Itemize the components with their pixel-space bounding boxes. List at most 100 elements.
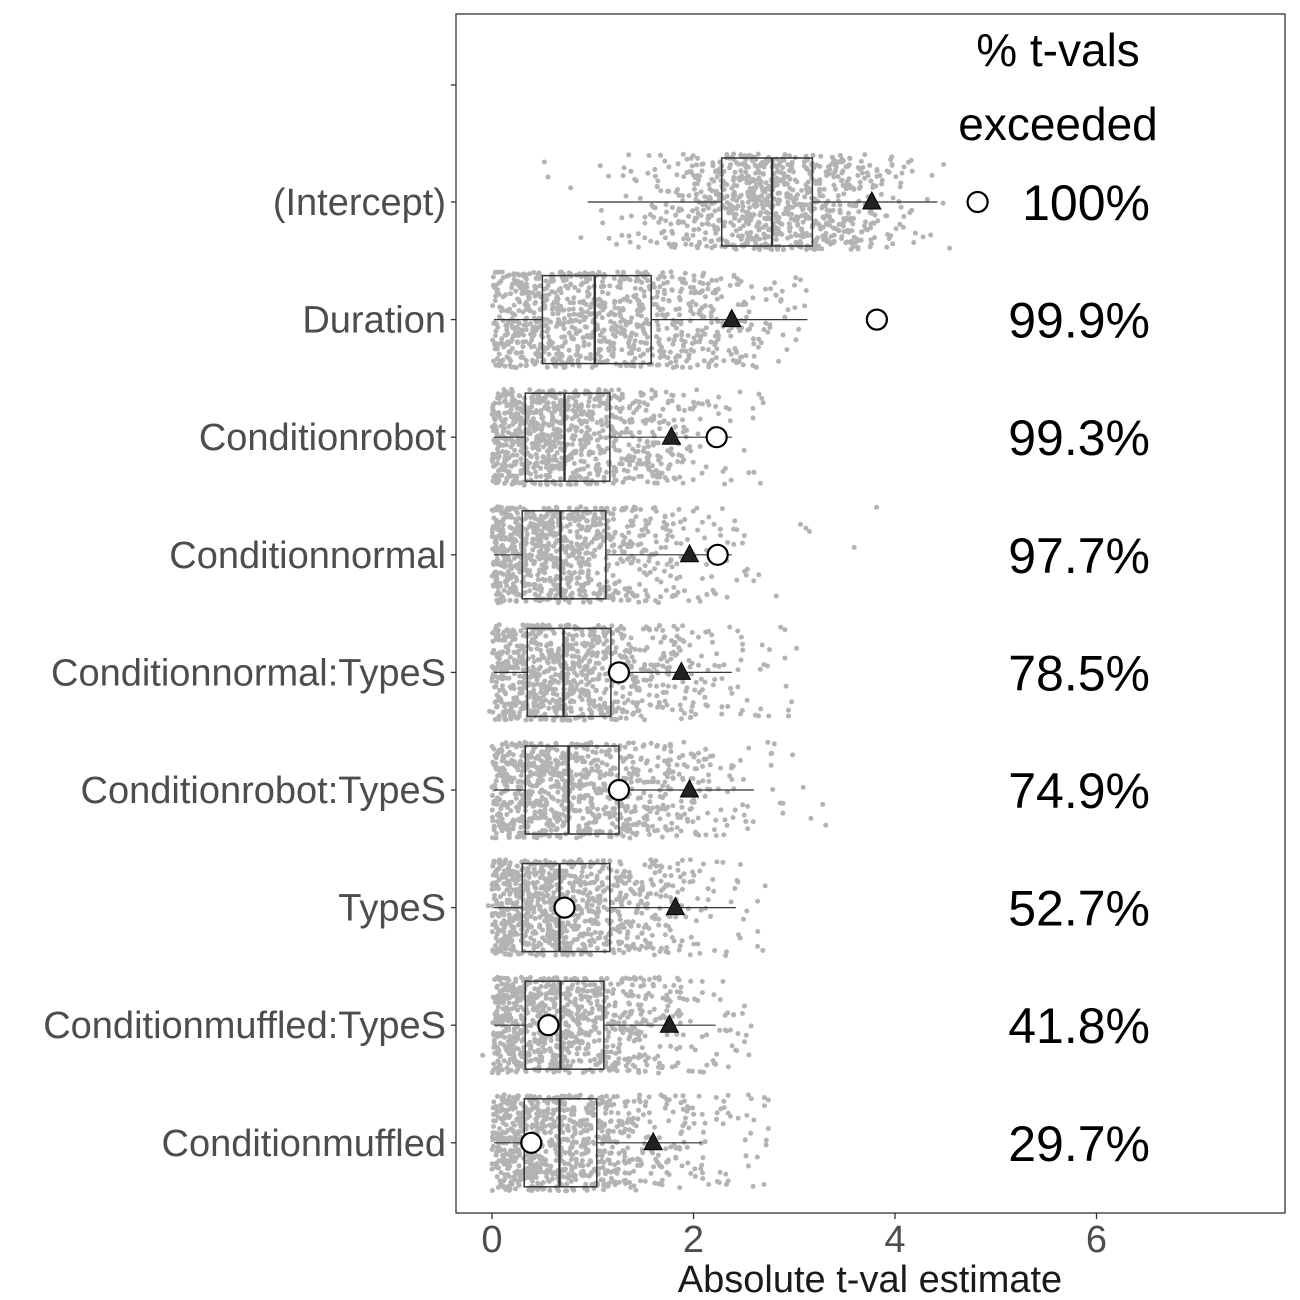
jitter-point (569, 642, 575, 648)
jitter-point (765, 329, 771, 335)
jitter-point (498, 535, 504, 541)
jitter-point (751, 469, 757, 475)
jitter-point (523, 339, 529, 344)
jitter-point (506, 675, 512, 681)
jitter-point (765, 663, 770, 669)
jitter-point (576, 288, 582, 294)
jitter-point (677, 647, 683, 653)
jitter-point (764, 186, 769, 192)
jitter-point (878, 191, 884, 197)
jitter-point (839, 234, 845, 239)
jitter-point (720, 469, 726, 474)
jitter-point (734, 577, 740, 583)
jitter-point (513, 795, 519, 801)
jitter-point (608, 834, 614, 840)
jitter-point (837, 153, 843, 158)
jitter-point (622, 744, 628, 750)
jitter-point (623, 766, 629, 772)
jitter-point (893, 174, 899, 180)
jitter-point (741, 447, 747, 453)
jitter-point (586, 342, 592, 347)
jitter-point (748, 229, 754, 235)
jitter-point (715, 786, 721, 792)
jitter-point (519, 690, 525, 696)
jitter-point (685, 236, 691, 242)
jitter-point (541, 420, 547, 426)
jitter-point (511, 302, 517, 308)
jitter-point (626, 641, 632, 647)
jitter-point (533, 469, 539, 475)
jitter-point (600, 289, 605, 295)
jitter-point (679, 337, 685, 343)
jitter-point (628, 635, 634, 641)
jitter-point (570, 407, 576, 413)
jitter-point (629, 330, 635, 336)
jitter-point (696, 290, 702, 296)
jitter-point (583, 536, 588, 542)
jitter-point (513, 365, 519, 371)
jitter-point (763, 320, 769, 326)
jitter-point (699, 168, 705, 174)
jitter-point (781, 246, 787, 252)
jitter-point (644, 592, 650, 598)
jitter-point (505, 355, 511, 361)
jitter-point (550, 457, 556, 463)
jitter-point (568, 274, 574, 279)
jitter-point (566, 632, 572, 638)
jitter-point (642, 717, 647, 723)
jitter-point (607, 283, 613, 289)
jitter-point (756, 336, 762, 342)
jitter-point (498, 651, 504, 657)
jitter-point (491, 463, 497, 469)
jitter-point (626, 530, 632, 536)
jitter-point (570, 470, 576, 476)
jitter-point (610, 344, 616, 349)
jitter-point (661, 349, 667, 355)
jitter-point (505, 308, 511, 314)
jitter-point (574, 648, 580, 654)
jitter-point (553, 436, 559, 442)
jitter-point (514, 271, 520, 277)
jitter-point (650, 442, 656, 448)
jitter-point (683, 280, 689, 286)
jitter-point (695, 527, 701, 533)
jitter-point (780, 800, 786, 806)
jitter-point (659, 834, 665, 840)
jitter-point (547, 446, 553, 452)
jitter-point (586, 409, 592, 415)
jitter-point (792, 177, 798, 183)
jitter-point (633, 332, 639, 338)
jitter-point (497, 687, 503, 693)
jitter-point (504, 650, 510, 656)
jitter-point (530, 582, 536, 588)
jitter-point (688, 290, 694, 296)
jitter-point (574, 682, 580, 687)
jitter-point (502, 332, 508, 338)
jitter-point (500, 667, 506, 672)
jitter-point (628, 348, 634, 354)
jitter-point (542, 543, 547, 549)
jitter-point (657, 284, 663, 290)
jitter-point (562, 334, 567, 340)
jitter-point (652, 173, 658, 179)
jitter-point (716, 197, 722, 203)
jitter-point (611, 549, 617, 555)
jitter-point (774, 182, 780, 188)
jitter-point (778, 298, 784, 304)
jitter-point (850, 244, 856, 250)
jitter-point (886, 236, 892, 241)
jitter-point (500, 709, 506, 715)
jitter-point (527, 588, 533, 594)
jitter-point (658, 454, 663, 460)
jitter-point (523, 557, 529, 563)
jitter-point (566, 347, 572, 353)
jitter-point (682, 270, 688, 276)
jitter-point (857, 184, 863, 190)
jitter-point (628, 213, 634, 219)
jitter-point (490, 582, 496, 588)
jitter-point (554, 557, 560, 562)
jitter-point (628, 168, 634, 174)
jitter-point (538, 465, 544, 471)
jitter-point (734, 160, 740, 166)
jitter-point (538, 629, 544, 635)
